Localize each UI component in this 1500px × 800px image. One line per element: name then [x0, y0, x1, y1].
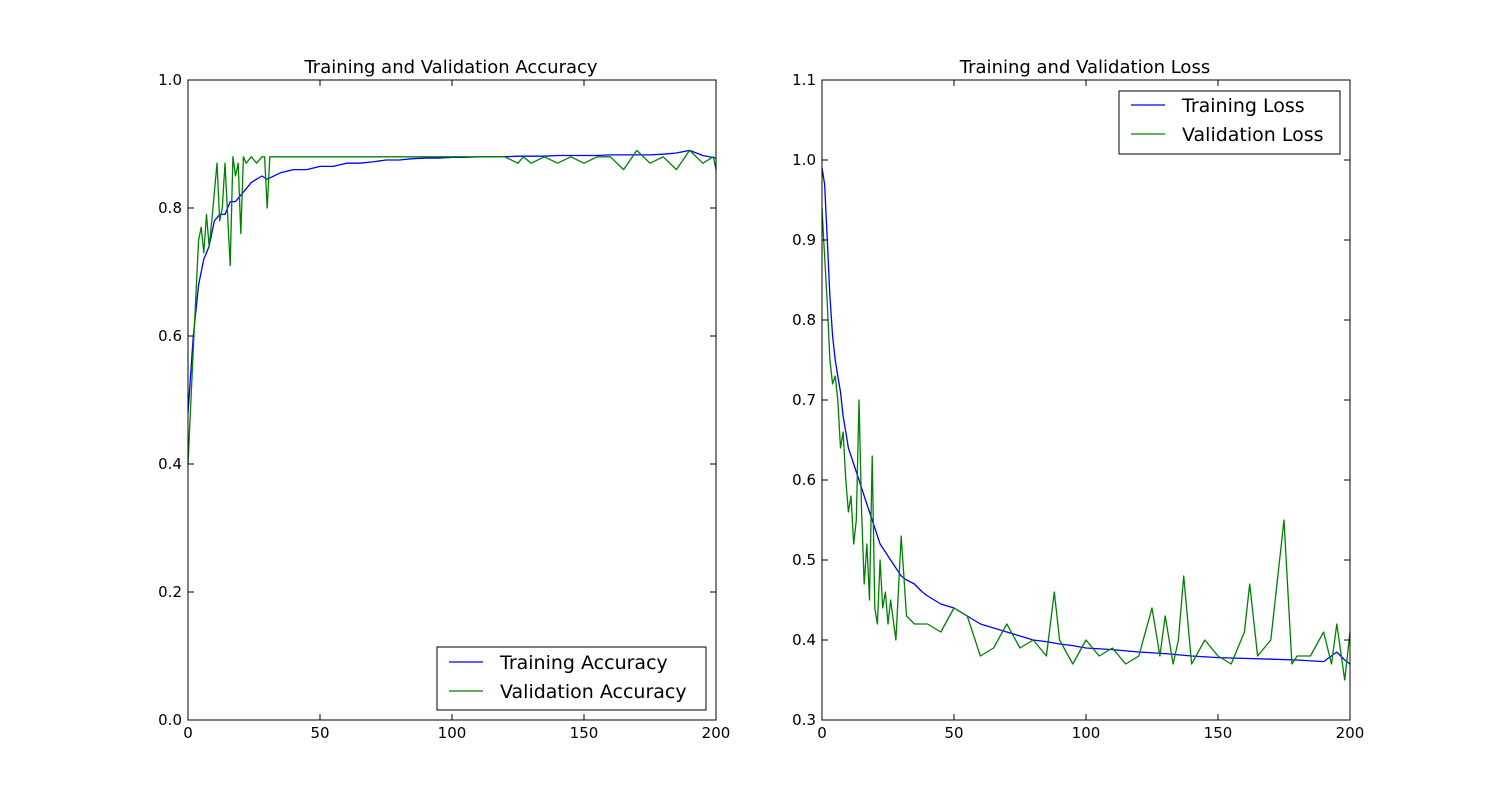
accuracy-y-tick-label: 0.6 [158, 327, 182, 345]
loss-y-tick-label: 1.0 [792, 151, 816, 169]
loss-y-tick-label: 0.7 [792, 391, 816, 409]
accuracy-legend-box [436, 646, 707, 711]
accuracy-y-tick-label: 1.0 [158, 71, 182, 89]
accuracy-series-training-line [187, 149, 717, 413]
loss-legend: Training Loss Validation Loss [1118, 90, 1341, 155]
loss-series-validation-line [821, 207, 1351, 681]
loss-panel: Training and Validation Loss 0 50 100 150 20… [792, 57, 1364, 742]
loss-y-tick-label: 0.6 [792, 471, 816, 489]
accuracy-x-tick-label: 0 [183, 724, 193, 742]
loss-x-tick-label: 150 [1204, 724, 1233, 742]
accuracy-y-tick-label: 0.8 [158, 199, 182, 217]
accuracy-series-validation-line [187, 149, 717, 465]
accuracy-legend: Training Accuracy Validation Accuracy [436, 646, 707, 711]
loss-legend-box [1118, 90, 1341, 155]
loss-y-tick-label: 0.9 [792, 231, 816, 249]
loss-y-tick-label: 0.4 [792, 631, 816, 649]
accuracy-x-tick-label: 200 [702, 724, 731, 742]
accuracy-y-tick-label: 0.2 [158, 583, 182, 601]
loss-chart-title: Training and Validation Loss [959, 57, 1210, 78]
accuracy-x-tick-label: 50 [310, 724, 329, 742]
accuracy-legend-validation-label: Validation Accuracy [500, 681, 687, 703]
accuracy-chart-title: Training and Validation Accuracy [303, 57, 597, 78]
loss-axes: 0 50 100 150 200 0.3 0.4 0.5 0.6 0.7 0.8 0.9 1.0 1.1 [792, 71, 1364, 742]
loss-x-tick-label: 0 [817, 724, 827, 742]
accuracy-panel: Training and Validation Accuracy 0 50 100 1… [158, 57, 730, 742]
accuracy-y-tick-label: 0.4 [158, 455, 182, 473]
loss-x-tick-label: 200 [1336, 724, 1365, 742]
loss-x-tick-label: 100 [1072, 724, 1101, 742]
accuracy-y-tick-label: 0.0 [158, 711, 182, 729]
loss-y-tick-label: 0.3 [792, 711, 816, 729]
loss-y-tick-label: 0.8 [792, 311, 816, 329]
accuracy-legend-training-label: Training Accuracy [499, 652, 668, 674]
loss-x-tick-label: 50 [944, 724, 963, 742]
accuracy-series-group [187, 149, 717, 465]
accuracy-x-tick-label: 150 [570, 724, 599, 742]
accuracy-axes: 0 50 100 150 200 0.0 0.2 0.4 0.6 0.8 1.0 [158, 71, 730, 742]
loss-legend-validation-label: Validation Loss [1182, 124, 1324, 146]
loss-series-group [821, 167, 1351, 681]
accuracy-x-tick-label: 100 [438, 724, 467, 742]
loss-series-training-line [821, 167, 1351, 665]
loss-y-tick-label: 1.1 [792, 71, 816, 89]
loss-y-tick-label: 0.5 [792, 551, 816, 569]
loss-legend-training-label: Training Loss [1181, 95, 1305, 117]
